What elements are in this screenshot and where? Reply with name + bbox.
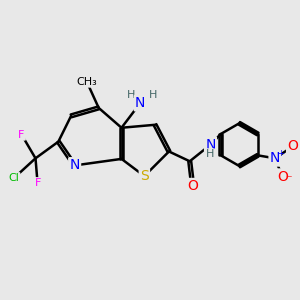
- Text: N: N: [205, 138, 216, 152]
- Text: N: N: [270, 151, 280, 165]
- Text: S: S: [140, 169, 149, 183]
- Text: O: O: [277, 170, 288, 184]
- Text: H: H: [206, 149, 214, 159]
- Text: O: O: [287, 140, 298, 153]
- Text: N: N: [70, 158, 80, 172]
- Text: Cl: Cl: [8, 173, 19, 183]
- Text: +: +: [278, 149, 284, 158]
- Text: H: H: [149, 90, 158, 100]
- Text: H: H: [127, 90, 136, 100]
- Text: N: N: [135, 96, 146, 110]
- Text: O: O: [187, 179, 198, 193]
- Text: CH₃: CH₃: [76, 77, 97, 87]
- Text: ⁻: ⁻: [286, 173, 292, 186]
- Text: F: F: [18, 130, 25, 140]
- Text: F: F: [34, 178, 41, 188]
